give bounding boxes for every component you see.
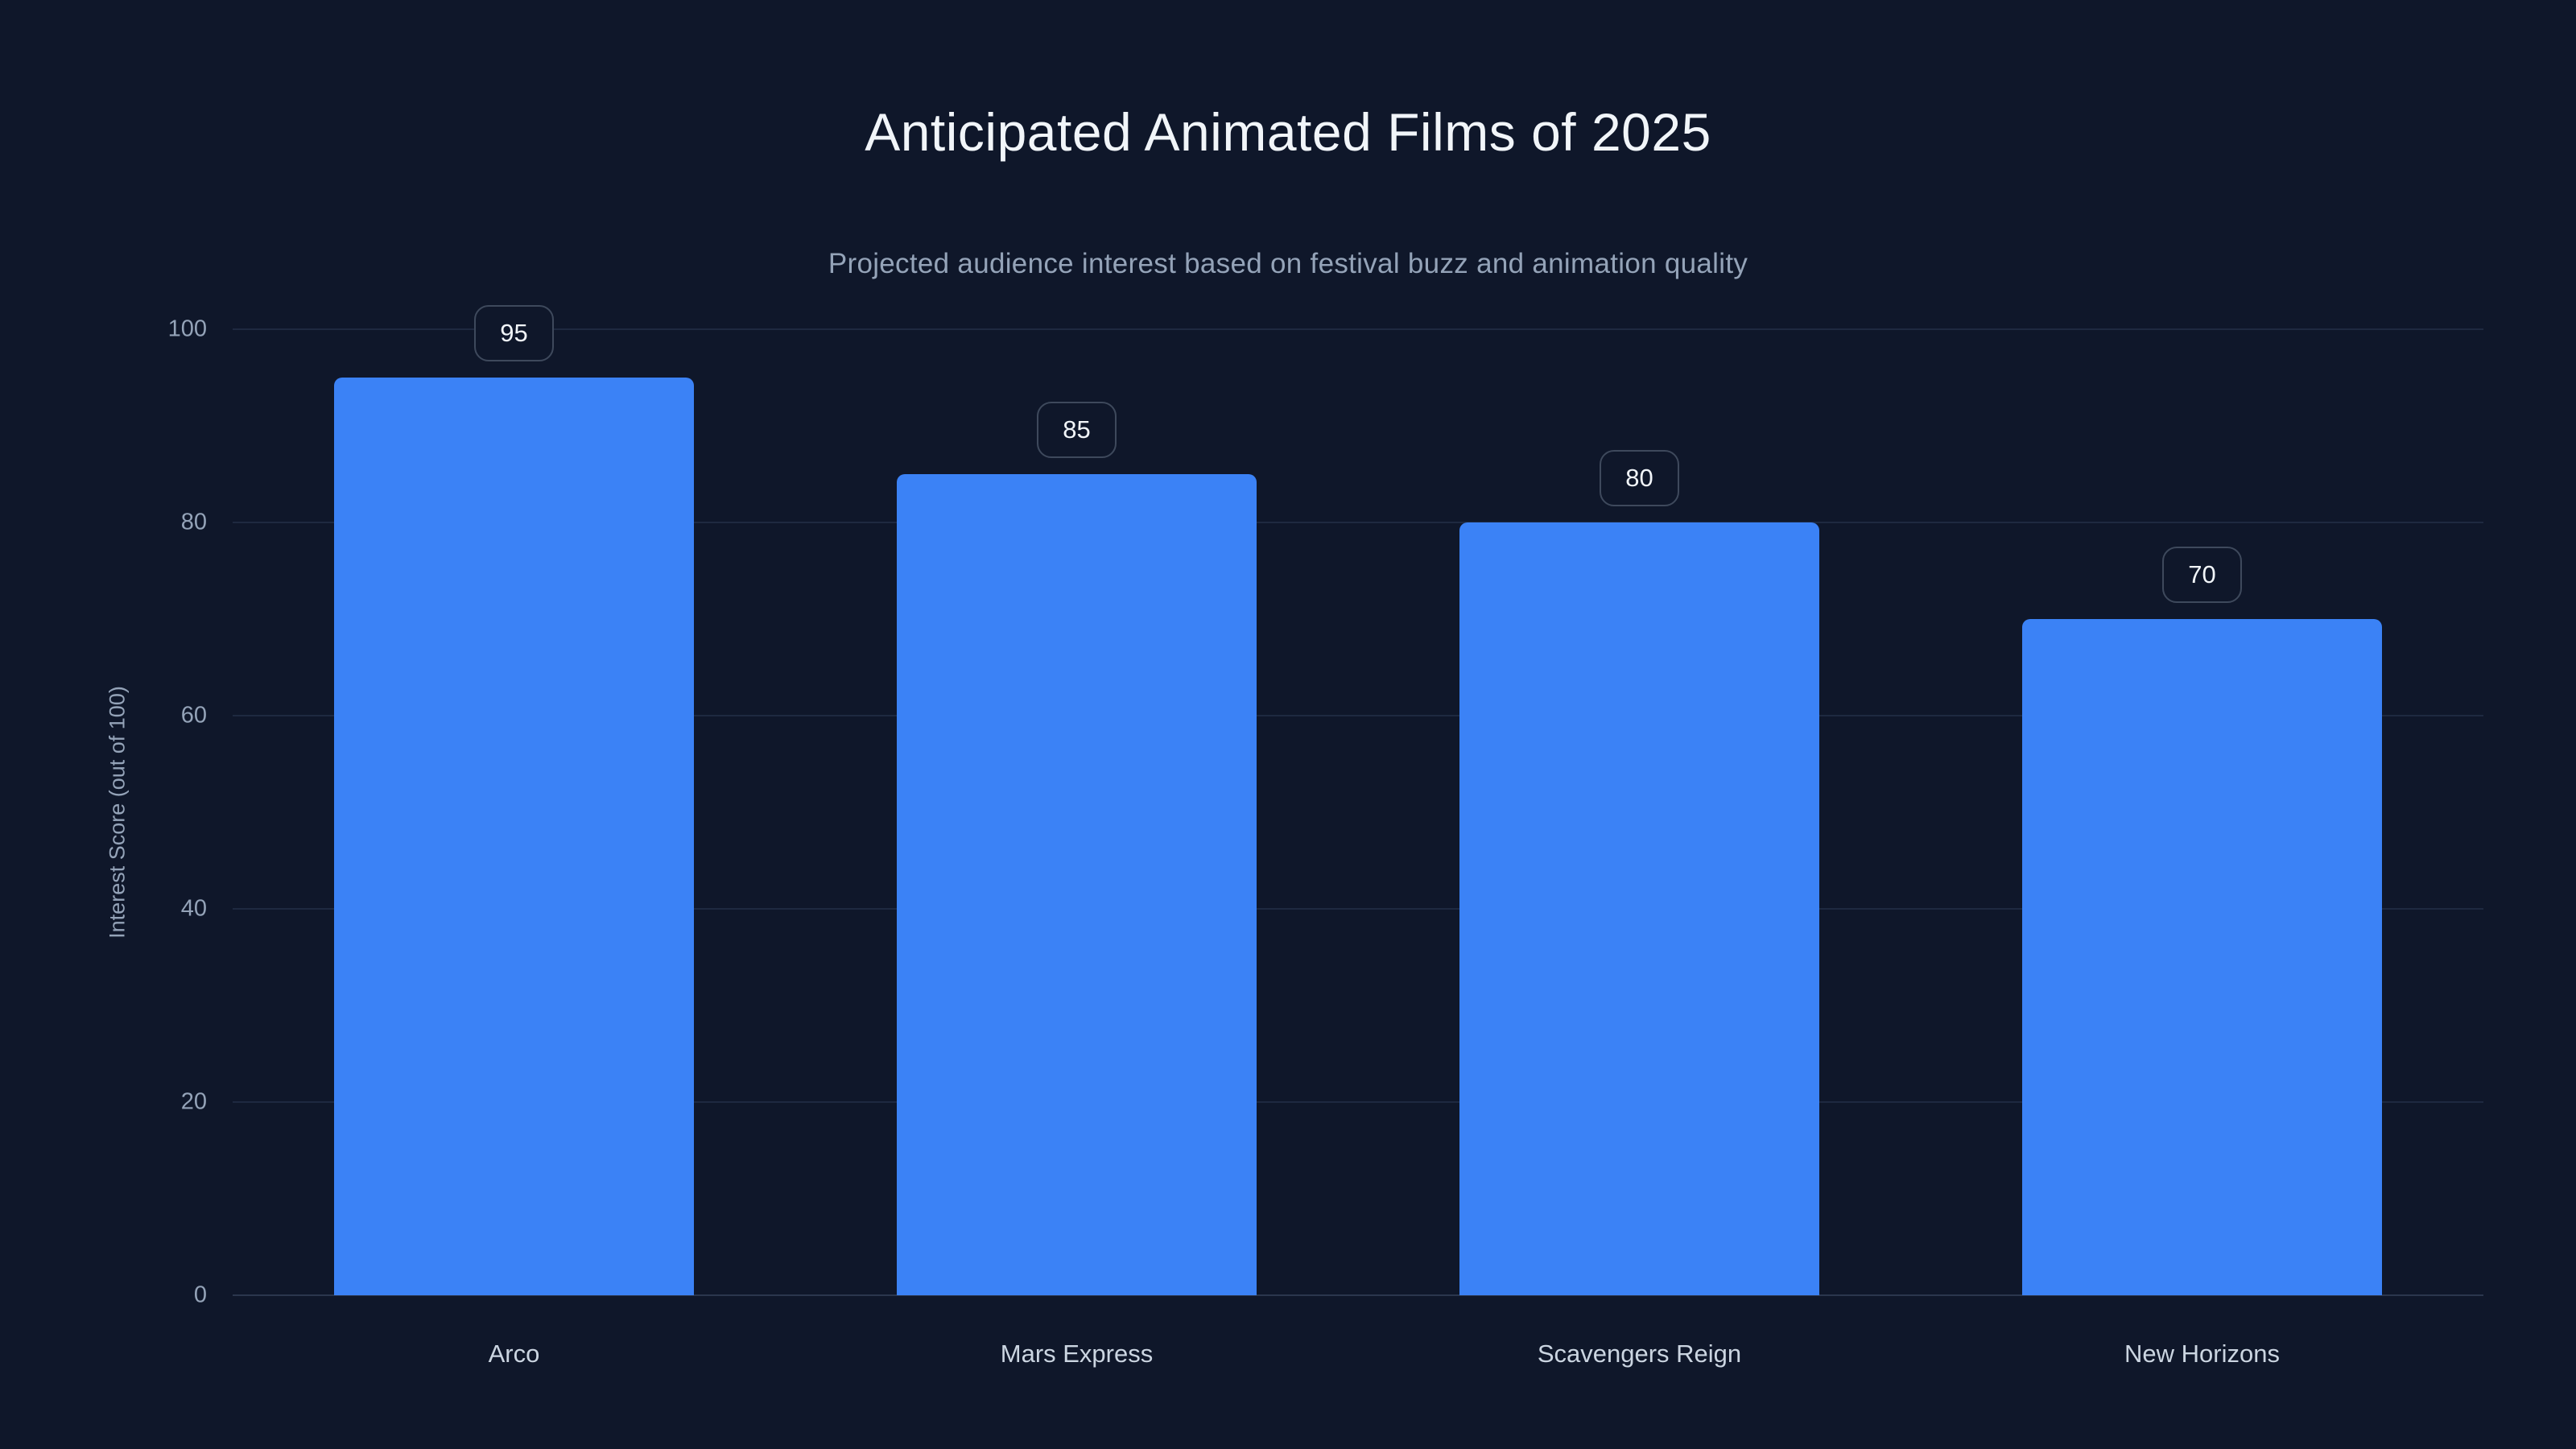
plot-area: 0 20 40 60 80 100 95 85 80 70 [168,305,2483,1308]
bars-layer: 95 85 80 70 [233,305,2483,1295]
bar-group: 80 [1358,329,1921,1295]
x-axis-labels: Arco Mars Express Scavengers Reign New Hori… [233,1340,2483,1368]
y-tick-label-20: 20 [180,1088,207,1115]
y-tick-label-60: 60 [180,702,207,729]
gridline-20 [233,1101,2483,1103]
bar-group: 95 [233,305,795,1295]
value-badge: 85 [1037,402,1117,458]
x-tick-label: Mars Express [1000,1340,1154,1368]
gridline-100 [233,328,2483,330]
value-badge: 95 [474,305,554,361]
y-tick-label-100: 100 [167,316,207,342]
chart-title: Anticipated Animated Films of 2025 [865,102,1711,162]
y-tick-label-0: 0 [193,1282,207,1308]
value-badge: 80 [1600,450,1679,506]
x-tick-label: New Horizons [2124,1340,2280,1368]
x-tick-label: Scavengers Reign [1537,1340,1742,1368]
chart-subtitle: Projected audience interest based on fes… [828,248,1748,279]
gridline-80 [233,522,2483,523]
bar [1459,522,1820,1295]
bar [333,378,695,1295]
gridline-40 [233,908,2483,910]
y-axis-title: Interest Score (out of 100) [105,686,130,939]
bar [896,474,1257,1295]
bar-group: 70 [1921,329,2483,1295]
y-tick-label-40: 40 [180,895,207,922]
gridline-60 [233,715,2483,716]
bar [2021,619,2383,1295]
y-tick-label-80: 80 [180,509,207,535]
gridline-0 [233,1294,2483,1296]
value-badge: 70 [2162,547,2242,603]
x-tick-label: Arco [488,1340,540,1368]
bar-group: 85 [795,329,1358,1295]
